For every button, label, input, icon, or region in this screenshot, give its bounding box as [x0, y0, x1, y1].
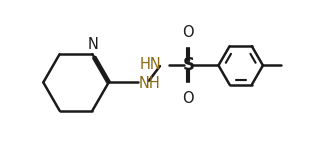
Text: O: O: [183, 25, 194, 40]
Text: HN: HN: [139, 57, 161, 72]
Text: O: O: [183, 91, 194, 106]
Text: NH: NH: [139, 76, 160, 91]
Text: N: N: [87, 37, 98, 52]
Text: S: S: [183, 56, 194, 74]
